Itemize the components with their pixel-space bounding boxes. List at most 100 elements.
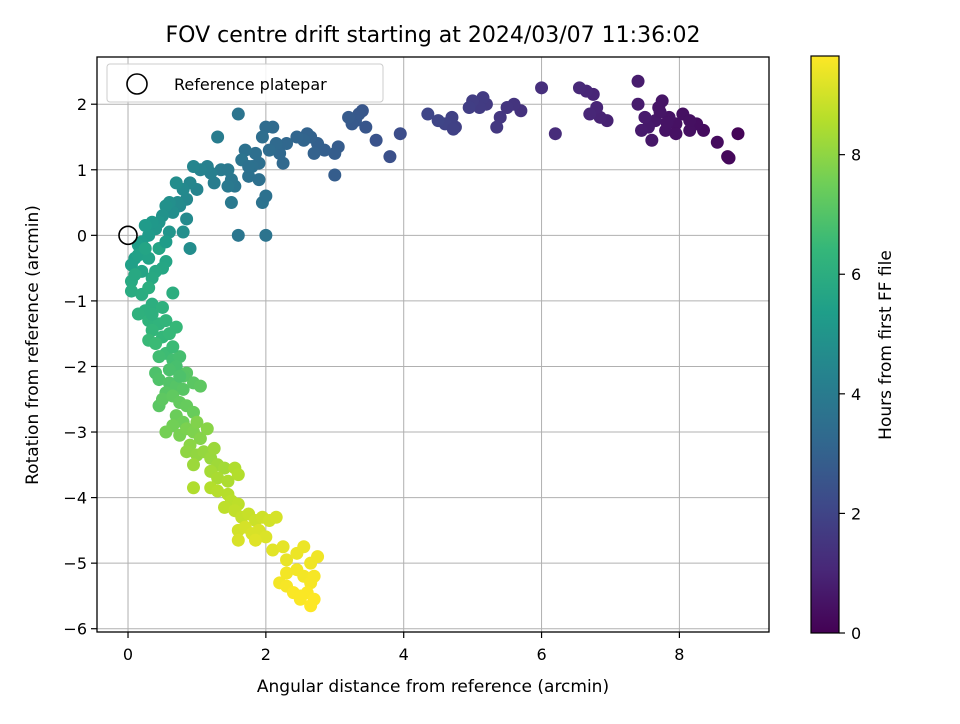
data-point-211 xyxy=(249,533,263,547)
data-point-23 xyxy=(660,116,674,130)
x-tick-label-1: 2 xyxy=(261,645,271,664)
x-tick-label-3: 6 xyxy=(536,645,546,664)
colorbar-tick-label-0: 0 xyxy=(851,624,861,643)
data-point-32 xyxy=(535,81,549,95)
data-point-175 xyxy=(193,432,207,446)
data-point-170 xyxy=(159,425,173,439)
data-point-46 xyxy=(431,114,445,128)
data-point-0 xyxy=(731,127,745,141)
x-axis-ticks: 0 2 4 6 8 xyxy=(123,632,684,664)
data-point-218 xyxy=(311,550,325,564)
data-point-16 xyxy=(638,110,652,124)
data-point-204 xyxy=(269,510,283,524)
data-point-182 xyxy=(186,458,200,472)
data-point-106 xyxy=(159,199,173,213)
data-point-235 xyxy=(252,173,266,187)
data-point-212 xyxy=(266,543,280,557)
data-point-213 xyxy=(276,540,290,554)
data-point-166 xyxy=(186,405,200,419)
data-point-68 xyxy=(280,137,294,151)
data-point-88 xyxy=(224,196,238,210)
data-point-174 xyxy=(190,415,204,429)
data-point-49 xyxy=(393,127,407,141)
data-point-196 xyxy=(186,481,200,495)
data-point-73 xyxy=(262,143,276,157)
data-point-142 xyxy=(169,320,183,334)
data-point-75 xyxy=(255,130,269,144)
data-point-185 xyxy=(218,461,232,475)
data-point-138 xyxy=(159,314,173,328)
colorbar-label: Hours from first FF file xyxy=(876,250,896,440)
data-point-146 xyxy=(152,350,166,364)
data-point-216 xyxy=(297,540,311,554)
data-point-110 xyxy=(176,225,190,239)
data-point-42 xyxy=(462,100,476,114)
data-point-85 xyxy=(231,228,245,242)
data-point-67 xyxy=(290,130,304,144)
data-point-234 xyxy=(242,159,256,173)
legend: Reference platepar xyxy=(106,63,384,103)
data-point-115 xyxy=(138,219,152,233)
grid-lines xyxy=(97,57,769,632)
data-point-210 xyxy=(231,533,245,547)
data-point-60 xyxy=(328,168,342,182)
x-tick-label-0: 0 xyxy=(123,645,133,664)
data-point-119 xyxy=(124,258,138,272)
reference-platepar-marker xyxy=(118,225,138,246)
colorbar-tick-label-2: 4 xyxy=(851,385,861,404)
data-point-103 xyxy=(169,176,183,190)
data-point-187 xyxy=(211,471,225,485)
colorbar-tick-label-1: 2 xyxy=(851,504,861,523)
data-point-89 xyxy=(221,179,235,193)
data-point-158 xyxy=(193,379,207,393)
data-point-51 xyxy=(369,133,383,147)
data-point-176 xyxy=(200,422,214,436)
y-tick-label-0: −6 xyxy=(63,620,87,639)
data-point-178 xyxy=(180,445,194,459)
data-point-52 xyxy=(359,120,373,134)
data-point-214 xyxy=(280,553,294,567)
data-point-129 xyxy=(124,284,138,298)
y-tick-label-4: −2 xyxy=(63,357,87,376)
data-point-59 xyxy=(328,146,342,160)
data-point-152 xyxy=(152,373,166,387)
data-point-155 xyxy=(176,382,190,396)
data-point-37 xyxy=(490,120,504,134)
data-point-21 xyxy=(683,114,697,128)
y-tick-label-1: −5 xyxy=(63,554,87,573)
data-point-144 xyxy=(149,337,163,351)
chart-title: FOV centre drift starting at 2024/03/07 … xyxy=(166,23,701,48)
y-tick-label-3: −3 xyxy=(63,423,87,442)
y-tick-label-8: 2 xyxy=(77,95,87,114)
y-axis-label: Rotation from reference (arcmin) xyxy=(23,205,43,485)
data-point-82 xyxy=(259,189,273,203)
data-point-70 xyxy=(273,146,287,160)
data-point-127 xyxy=(145,271,159,285)
data-point-79 xyxy=(242,169,256,183)
colorbar-ticks: 0 2 4 6 8 xyxy=(839,146,861,643)
data-point-17 xyxy=(634,123,648,137)
x-tick-label-4: 8 xyxy=(674,645,684,664)
data-point-2 xyxy=(722,151,736,165)
data-point-121 xyxy=(142,251,156,265)
data-point-69 xyxy=(276,156,290,170)
data-point-63 xyxy=(307,146,321,160)
colorbar xyxy=(810,55,840,634)
data-point-91 xyxy=(211,130,225,144)
data-point-29 xyxy=(572,81,586,95)
legend-marker-icon xyxy=(126,73,148,95)
plot-frame xyxy=(96,56,770,633)
data-point-240 xyxy=(145,307,159,321)
data-point-237 xyxy=(159,235,173,249)
data-point-30 xyxy=(583,107,597,121)
data-point-92 xyxy=(207,176,221,190)
data-point-74 xyxy=(259,120,273,134)
data-point-108 xyxy=(180,212,194,226)
data-point-109 xyxy=(183,241,197,255)
data-point-135 xyxy=(131,307,145,321)
x-tick-label-2: 4 xyxy=(399,645,409,664)
data-point-232 xyxy=(221,163,235,177)
data-point-25 xyxy=(593,110,607,124)
data-point-241 xyxy=(155,300,169,314)
data-point-190 xyxy=(231,468,245,482)
